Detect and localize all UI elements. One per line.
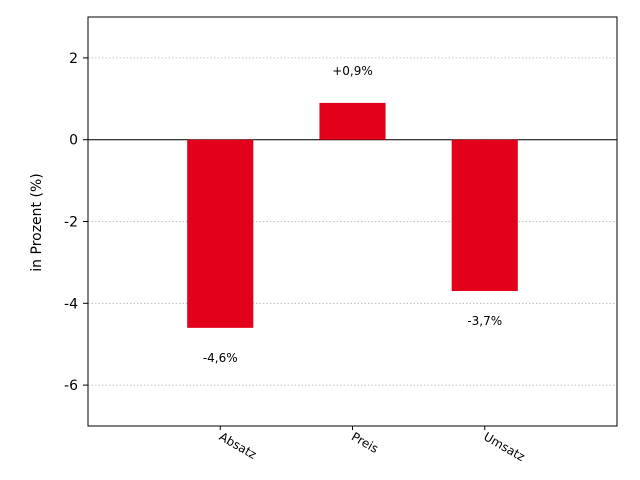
y-axis-ticks: 2 0 -2 -4 -6 [64,51,88,394]
bar-absatz [187,139,254,328]
y-tick-label: -4 [64,296,78,312]
y-tick-label: 0 [69,133,78,149]
x-tick-label-absatz: Absatz [217,429,259,461]
x-axis-ticks: Absatz Preis Umsatz [217,426,527,464]
data-labels-group: -4,6% +0,9% -3,7% [203,64,502,365]
y-tick-label: 2 [69,51,78,67]
bar-preis [319,102,386,140]
y-tick-label: -6 [64,378,78,394]
bar-umsatz [451,139,518,292]
bars-group [187,102,518,328]
plot-frame [87,16,618,427]
y-axis-label: in Prozent (%) [29,173,45,271]
x-tick-label-umsatz: Umsatz [481,429,527,464]
data-label-preis: +0,9% [332,64,373,78]
y-tick-label: -2 [64,215,78,231]
data-label-umsatz: -3,7% [467,314,502,328]
data-label-absatz: -4,6% [203,351,238,365]
x-tick-label-preis: Preis [349,429,381,455]
